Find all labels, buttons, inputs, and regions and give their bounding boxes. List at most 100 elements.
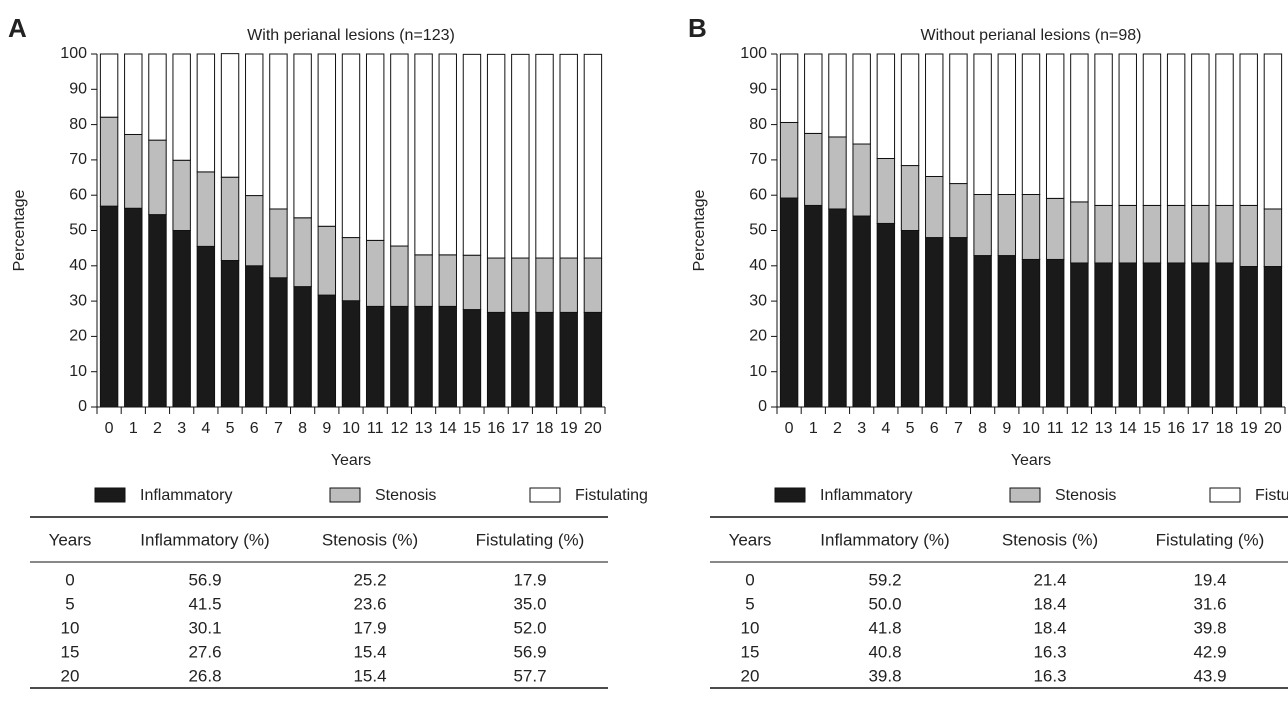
bar-segment	[1118, 204, 1137, 264]
bar-segment	[1070, 53, 1089, 203]
bar-segment	[99, 205, 119, 408]
bar-segment	[196, 53, 216, 173]
bar-segment	[293, 217, 312, 288]
y-tick-label: 90	[69, 81, 87, 98]
bar-segment	[949, 183, 968, 239]
bar-segment	[462, 254, 482, 311]
bar-segment	[511, 257, 530, 313]
bar-segment	[997, 53, 1017, 195]
bar-segment	[1239, 204, 1258, 268]
table-header: Inflammatory (%)	[820, 530, 949, 549]
bar-segment	[1070, 201, 1089, 264]
bar-segment	[124, 207, 143, 408]
table-cell: 56.9	[513, 642, 546, 661]
x-tick-label: 14	[1119, 420, 1137, 437]
x-tick-label: 5	[906, 420, 915, 437]
x-tick-label: 19	[560, 420, 578, 437]
legend-swatch	[1009, 487, 1041, 503]
bar-segment	[900, 53, 920, 167]
panel-label: A	[8, 13, 27, 43]
y-tick-label: 30	[69, 292, 87, 309]
bar-segment	[1263, 53, 1283, 210]
bar-segment	[949, 53, 968, 185]
table-cell: 39.8	[868, 666, 901, 685]
bar-segment	[317, 225, 337, 296]
bar-segment	[317, 294, 337, 408]
bar-segment	[876, 53, 896, 159]
legend-swatch	[774, 487, 806, 503]
bar-segment	[1166, 262, 1186, 408]
bar-segment	[852, 53, 871, 145]
bar-segment	[1118, 262, 1137, 408]
y-tick-label: 60	[69, 186, 87, 203]
bar-segment	[1191, 53, 1210, 206]
bar-segment	[172, 53, 191, 161]
table-cell: 15.4	[353, 642, 386, 661]
table-cell: 0	[65, 570, 74, 589]
x-tick-label: 12	[390, 420, 408, 437]
legend-label: Inflammatory	[820, 487, 912, 504]
table-cell: 18.4	[1033, 594, 1066, 613]
table-cell: 40.8	[868, 642, 901, 661]
bar-segment	[1191, 262, 1210, 408]
y-tick-label: 60	[749, 186, 767, 203]
y-tick-label: 10	[749, 363, 767, 380]
table-cell: 27.6	[188, 642, 221, 661]
x-tick-label: 11	[1047, 420, 1064, 437]
bar-segment	[804, 204, 823, 408]
bar-segment	[341, 237, 361, 302]
bar-segment	[196, 245, 216, 408]
table-cell: 15	[61, 642, 80, 661]
legend-label: Fistulating	[575, 487, 648, 504]
bar-segment	[535, 53, 554, 259]
bar-segment	[245, 265, 264, 408]
x-axis-title: Years	[331, 452, 371, 469]
bar-segment	[245, 195, 264, 267]
table-cell: 41.8	[868, 618, 901, 637]
bar-segment	[828, 208, 847, 408]
bar-segment	[559, 53, 578, 259]
table-cell: 30.1	[188, 618, 221, 637]
bar-segment	[438, 53, 457, 256]
y-tick-label: 70	[69, 151, 87, 168]
bar-segment	[852, 215, 871, 408]
x-tick-label: 15	[1143, 420, 1161, 437]
table-cell: 10	[741, 618, 760, 637]
bar-segment	[414, 305, 433, 408]
bar-segment	[779, 121, 799, 199]
bar-segment	[1191, 204, 1210, 264]
bar-segment	[1021, 193, 1041, 260]
y-tick-label: 50	[749, 222, 767, 239]
bar-segment	[172, 159, 191, 232]
bar-segment	[317, 53, 337, 227]
x-tick-label: 17	[511, 420, 529, 437]
bar-segment	[1094, 53, 1113, 206]
x-tick-label: 6	[250, 420, 259, 437]
x-tick-label: 9	[1002, 420, 1011, 437]
bar-segment	[973, 255, 992, 408]
table-header: Fistulating (%)	[1156, 530, 1265, 549]
table-cell: 59.2	[868, 570, 901, 589]
table-cell: 42.9	[1193, 642, 1226, 661]
bar-segment	[390, 53, 409, 247]
table-cell: 26.8	[188, 666, 221, 685]
bar-segment	[462, 53, 482, 256]
bar-segment	[365, 305, 385, 408]
x-tick-label: 18	[536, 420, 554, 437]
bar-segment	[1263, 208, 1283, 268]
y-tick-label: 20	[749, 328, 767, 345]
table-cell: 21.4	[1033, 570, 1066, 589]
bar-segment	[779, 197, 799, 408]
legend-swatch	[329, 487, 361, 503]
y-tick-label: 90	[749, 81, 767, 98]
table-cell: 41.5	[188, 594, 221, 613]
bar-segment	[1263, 266, 1283, 408]
x-tick-label: 19	[1240, 420, 1258, 437]
bar-segment	[583, 257, 603, 313]
bar-segment	[900, 165, 920, 232]
x-tick-label: 3	[177, 420, 186, 437]
bar-segment	[828, 53, 847, 138]
legend-swatch	[94, 487, 126, 503]
y-tick-label: 100	[740, 45, 767, 62]
bar-segment	[220, 260, 240, 408]
